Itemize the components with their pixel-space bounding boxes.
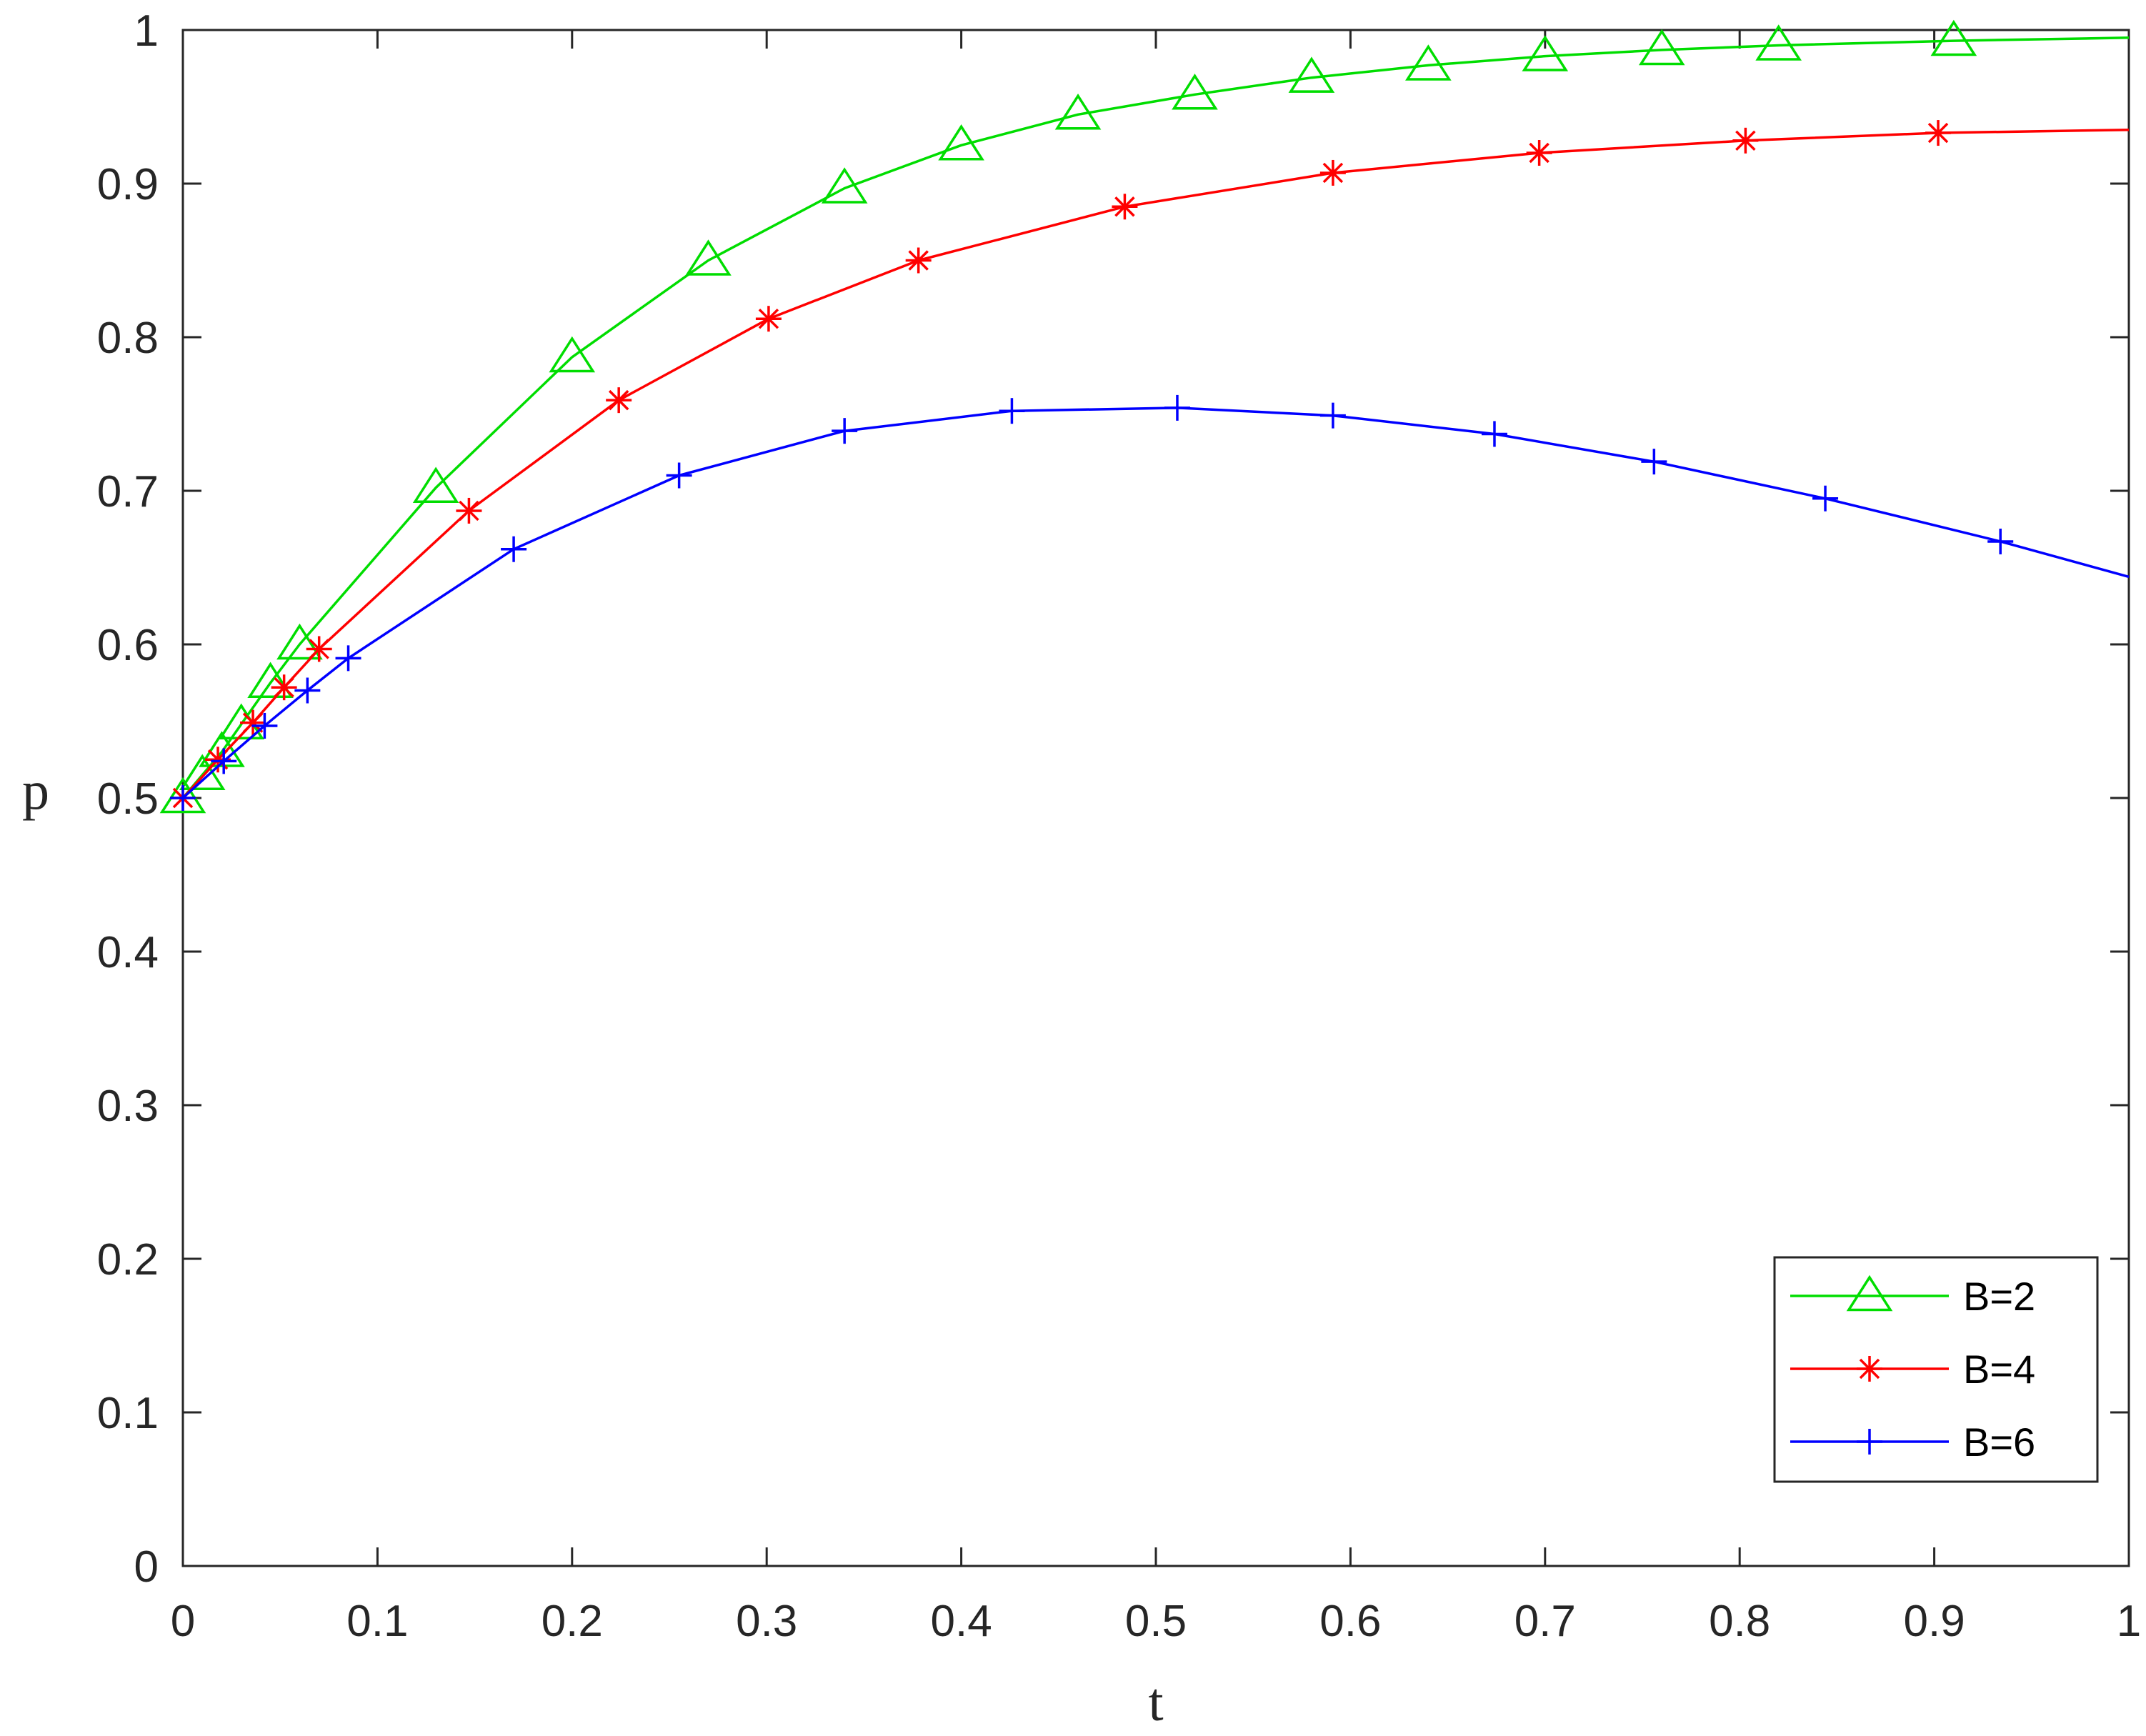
asterisk-stroke [1859, 1358, 1880, 1380]
asterisk-stroke [274, 677, 294, 698]
asterisk-marker [1112, 194, 1138, 220]
plus-marker [999, 398, 1025, 424]
triangle-marker [1930, 19, 1977, 56]
series-b6 [170, 394, 2130, 811]
x-tick-label: 0.5 [1125, 1597, 1187, 1646]
legend-label: B=6 [1963, 1420, 2035, 1465]
asterisk-stroke [1114, 196, 1135, 217]
x-axis-label: t [1148, 1672, 1163, 1732]
plus-marker [251, 712, 278, 739]
plus-marker [501, 536, 527, 562]
triangle-marker [412, 467, 459, 503]
y-tick-label: 0.7 [97, 467, 159, 517]
asterisk-stroke [608, 389, 629, 411]
legend-label: B=2 [1963, 1274, 2035, 1319]
triangle-marker [938, 124, 984, 161]
asterisk-marker [306, 636, 332, 662]
asterisk-stroke [1529, 142, 1549, 164]
y-axis-label: p [22, 761, 49, 821]
asterisk-marker [755, 306, 782, 332]
x-tick-label: 0.7 [1514, 1597, 1576, 1646]
triangle-marker [1405, 44, 1452, 81]
asterisk-marker [240, 709, 266, 736]
y-tick-label: 0.2 [97, 1235, 159, 1284]
legend-item: B=2 [1790, 1274, 2035, 1319]
x-tick-label: 0.3 [736, 1597, 797, 1646]
plus-marker [832, 418, 858, 444]
asterisk-stroke [1322, 162, 1344, 184]
legend-item: B=6 [1790, 1420, 2035, 1465]
y-tick-label: 0.9 [97, 160, 159, 209]
y-tick-label: 0.5 [97, 774, 159, 824]
asterisk-marker [456, 497, 482, 524]
y-tick-label: 0.6 [97, 621, 159, 670]
triangle-marker [685, 239, 732, 276]
y-tick-label: 0.3 [97, 1082, 159, 1131]
asterisk-marker [1732, 127, 1759, 154]
y-tick-label: 0.4 [97, 928, 159, 977]
y-tick-label: 0.8 [97, 314, 159, 363]
plus-marker [1481, 421, 1507, 447]
asterisk-marker [1857, 1356, 1882, 1382]
plus-marker [666, 462, 692, 489]
y-axis-ticks: 0 0.1 0.2 0.3 0.4 0.5 0.6 0.7 0.8 0.9 1 [97, 6, 2129, 1592]
triangle-marker [549, 336, 596, 373]
x-tick-label: 0 [171, 1597, 195, 1646]
asterisk-stroke [1735, 130, 1756, 151]
plus-marker [1319, 402, 1346, 429]
asterisk-marker [1319, 159, 1346, 186]
triangle-marker [1054, 94, 1102, 130]
x-tick-label: 0.6 [1319, 1597, 1381, 1646]
series-line [181, 406, 2130, 799]
asterisk-marker [606, 387, 632, 414]
y-tick-label: 1 [134, 6, 159, 56]
series-layer [159, 19, 2130, 814]
x-tick-label: 0.8 [1709, 1597, 1770, 1646]
asterisk-stroke [309, 639, 329, 659]
triangle-marker [821, 167, 868, 204]
triangle-marker [1172, 74, 1218, 110]
triangle-marker [159, 777, 206, 814]
plus-marker [211, 748, 237, 774]
asterisk-stroke [459, 500, 479, 522]
x-tick-label: 0.1 [346, 1597, 408, 1646]
plus-marker [170, 785, 196, 811]
plus-marker [294, 677, 321, 704]
x-tick-label: 1 [2117, 1597, 2141, 1646]
plus-marker [1641, 449, 1667, 475]
legend-item: B=4 [1790, 1347, 2035, 1392]
asterisk-marker [1526, 140, 1552, 166]
x-tick-label: 0.2 [542, 1597, 603, 1646]
legend: B=2 B=4 B=6 [1773, 1256, 2099, 1483]
asterisk-marker [905, 247, 932, 274]
asterisk-stroke [242, 712, 264, 733]
asterisk-stroke [1927, 122, 1949, 144]
legend-label: B=4 [1963, 1347, 2035, 1392]
x-axis-ticks: 0 0.1 0.2 0.3 0.4 0.5 0.6 0.7 0.8 0.9 1 [171, 30, 2141, 1646]
plus-marker [1857, 1429, 1882, 1455]
x-tick-label: 0.9 [1903, 1597, 1965, 1646]
triangle-marker [199, 731, 245, 767]
triangle-marker [1846, 1274, 1893, 1312]
plus-marker [1164, 394, 1190, 421]
x-tick-label: 0.4 [930, 1597, 992, 1646]
triangle-marker [1755, 24, 1802, 61]
asterisk-stroke [758, 308, 779, 329]
triangle-marker [276, 623, 323, 660]
triangle-marker [247, 662, 294, 698]
y-tick-label: 0.1 [97, 1389, 159, 1438]
triangle-marker [1638, 29, 1685, 66]
plus-marker [335, 645, 361, 672]
plus-marker [1812, 485, 1839, 512]
triangle-marker [1288, 56, 1335, 93]
asterisk-marker [271, 674, 297, 701]
asterisk-marker [1925, 120, 1952, 146]
y-tick-label: 0 [134, 1542, 159, 1592]
plus-marker [1987, 528, 2014, 554]
triangle-marker [1522, 35, 1569, 71]
asterisk-stroke [908, 250, 929, 271]
